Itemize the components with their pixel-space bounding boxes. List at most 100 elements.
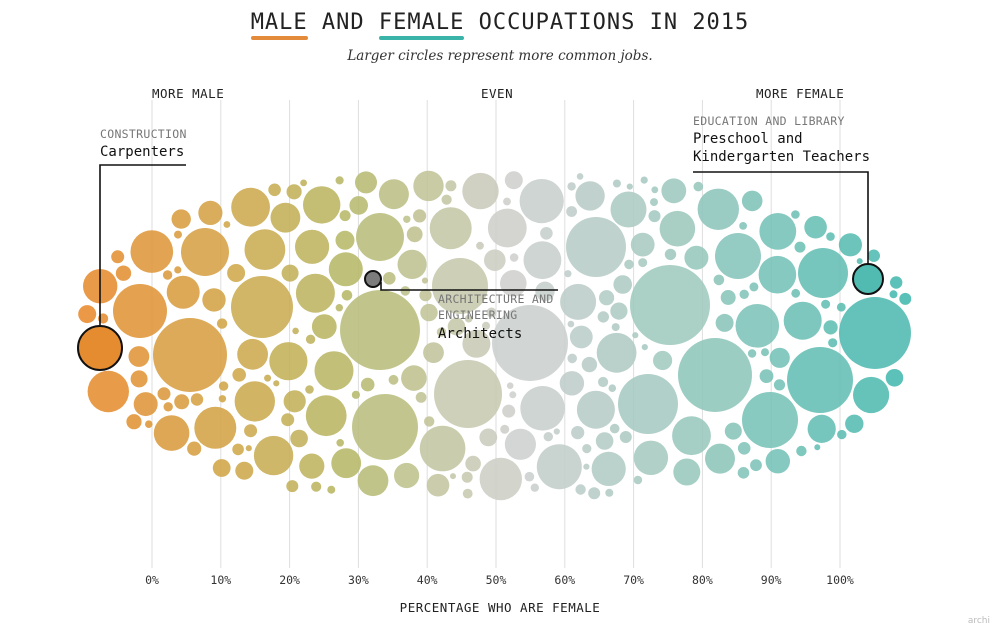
occupation-bubble xyxy=(633,475,643,485)
occupation-bubble xyxy=(713,274,725,286)
occupation-bubble xyxy=(853,376,890,414)
occupation-bubble xyxy=(856,258,863,265)
occupation-bubble xyxy=(610,302,628,320)
occupation-bubble xyxy=(739,289,749,299)
occupation-bubble xyxy=(540,227,553,240)
title-and: AND xyxy=(307,10,379,35)
occupation-bubble xyxy=(264,374,272,382)
annotation-category: ARCHITECTURE AND xyxy=(438,292,554,306)
occupation-bubble xyxy=(424,416,435,427)
occupation-bubble xyxy=(352,394,418,460)
occupation-bubble xyxy=(413,170,444,202)
occupation-bubble xyxy=(794,241,806,253)
occupation-bubble xyxy=(613,275,632,294)
occupation-bubble xyxy=(171,209,191,229)
occupation-bubble xyxy=(447,317,466,336)
leader-line-architects xyxy=(380,282,558,291)
leader-line-preschool xyxy=(693,171,869,264)
occupation-bubble xyxy=(187,441,202,456)
occupation-bubble xyxy=(648,210,661,223)
occupation-bubble xyxy=(609,423,620,434)
occupation-bubble xyxy=(610,191,647,228)
occupation-bubble xyxy=(464,314,473,323)
occupation-bubble xyxy=(273,380,280,387)
occupation-bubble xyxy=(509,391,517,399)
occupation-bubble xyxy=(303,186,341,224)
occupation-bubble xyxy=(640,176,648,184)
occupation-bubble xyxy=(641,344,648,351)
chart-subtitle: Larger circles represent more common job… xyxy=(347,48,653,64)
occupation-bubble xyxy=(432,258,488,314)
occupation-bubble xyxy=(311,314,337,339)
occupation-bubble xyxy=(163,402,173,412)
occupation-bubble xyxy=(286,184,302,200)
occupation-bubble xyxy=(283,390,306,413)
annotation-category-line2: ENGINEERING xyxy=(438,307,518,322)
occupation-bubble xyxy=(684,245,709,270)
occupation-bubble xyxy=(630,232,655,257)
occupation-bubble xyxy=(564,270,572,278)
occupation-bubble xyxy=(576,390,615,429)
occupation-bubble xyxy=(560,283,597,320)
occupation-bubble xyxy=(608,384,617,393)
annotation-preschool-teachers: EDUCATION AND LIBRARY Preschool and Kind… xyxy=(693,114,870,167)
x-tick-label: 90% xyxy=(761,573,782,587)
occupation-bubble xyxy=(115,265,132,281)
occupation-bubble xyxy=(235,461,254,480)
occupation-bubble xyxy=(244,424,258,438)
leader-line-carpenters xyxy=(99,164,186,326)
occupation-bubble xyxy=(340,290,420,370)
occupation-bubble xyxy=(588,487,601,500)
highlighted-bubble xyxy=(852,263,884,295)
occupation-bubble xyxy=(415,392,427,403)
occupation-bubble xyxy=(434,360,502,428)
occupation-bubble xyxy=(535,281,555,301)
x-tick-label: 100% xyxy=(826,573,854,587)
occupation-bubble xyxy=(632,332,639,339)
occupation-bubble xyxy=(423,342,444,363)
occupation-bubble xyxy=(575,484,586,495)
occupation-bubble xyxy=(300,179,307,187)
x-tick-label: 40% xyxy=(417,573,438,587)
occupation-bubble xyxy=(413,209,427,223)
occupation-bubble xyxy=(596,332,637,373)
occupation-bubble xyxy=(311,481,322,492)
occupation-bubble xyxy=(651,186,659,194)
occupation-bubble xyxy=(566,217,626,277)
occupation-bubble xyxy=(295,273,335,313)
watermark-text: archi xyxy=(967,616,990,626)
occupation-bubble xyxy=(559,371,585,396)
occupation-bubble xyxy=(737,467,750,479)
occupation-bubble xyxy=(128,346,150,367)
occupation-bubble xyxy=(791,288,801,298)
occupation-bubble xyxy=(281,413,295,427)
highlighted-bubble xyxy=(77,325,123,371)
occupation-bubble xyxy=(355,171,377,194)
occupation-bubble xyxy=(153,318,227,392)
title-rest: OCCUPATIONS IN 2015 xyxy=(464,10,750,35)
x-tick-label: 10% xyxy=(210,573,231,587)
occupation-bubble xyxy=(673,458,701,486)
annotation-architects: ARCHITECTURE AND ENGINEERING Architects xyxy=(438,292,554,344)
occupation-bubble xyxy=(581,356,598,373)
occupation-bubble xyxy=(426,473,450,497)
occupation-bubble xyxy=(697,188,739,230)
occupation-bubble xyxy=(737,442,751,455)
occupation-bubble xyxy=(227,264,246,282)
occupation-bubble xyxy=(162,270,173,280)
occupation-bubble xyxy=(403,215,411,223)
occupation-bubble xyxy=(269,342,308,381)
occupation-bubble xyxy=(492,305,568,381)
occupation-bubble xyxy=(576,173,584,180)
occupation-bubble xyxy=(314,351,354,391)
occupation-bubble xyxy=(523,241,562,280)
occupation-bubble xyxy=(798,248,848,298)
occupation-bubble xyxy=(305,385,314,394)
occupation-bubble xyxy=(331,448,362,479)
occupation-bubble xyxy=(292,327,299,335)
occupation-bubble xyxy=(759,213,797,250)
occupation-bubble xyxy=(327,485,336,494)
occupation-bubble xyxy=(166,275,200,309)
occupation-bubble xyxy=(202,288,226,312)
